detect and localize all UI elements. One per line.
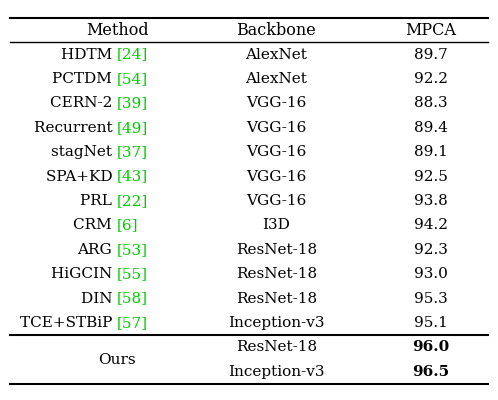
Text: [57]: [57] (117, 316, 148, 330)
Text: 93.8: 93.8 (414, 194, 448, 208)
Text: VGG-16: VGG-16 (246, 145, 307, 159)
Text: stagNet: stagNet (51, 145, 117, 159)
Text: I3D: I3D (262, 218, 290, 232)
Text: VGG-16: VGG-16 (246, 194, 307, 208)
Text: 89.1: 89.1 (414, 145, 448, 159)
Text: [22]: [22] (117, 194, 148, 208)
Text: 96.5: 96.5 (412, 365, 449, 379)
Text: PRL: PRL (80, 194, 117, 208)
Text: ResNet-18: ResNet-18 (236, 243, 317, 257)
Text: [49]: [49] (117, 121, 148, 135)
Text: [58]: [58] (117, 292, 148, 306)
Text: Inception-v3: Inception-v3 (228, 316, 325, 330)
Text: AlexNet: AlexNet (246, 48, 307, 62)
Text: 89.7: 89.7 (414, 48, 448, 62)
Text: AlexNet: AlexNet (246, 72, 307, 86)
Text: PCTDM: PCTDM (52, 72, 117, 86)
Text: [37]: [37] (117, 145, 148, 159)
Text: [6]: [6] (117, 218, 138, 232)
Text: 92.3: 92.3 (414, 243, 448, 257)
Text: HDTM: HDTM (61, 48, 117, 62)
Text: [54]: [54] (117, 72, 148, 86)
Text: 92.2: 92.2 (414, 72, 448, 86)
Text: 92.5: 92.5 (414, 170, 448, 184)
Text: [39]: [39] (117, 96, 148, 110)
Text: 93.0: 93.0 (414, 267, 448, 281)
Text: [53]: [53] (117, 243, 148, 257)
Text: [24]: [24] (117, 48, 148, 62)
Text: ARG: ARG (77, 243, 117, 257)
Text: HiGCIN: HiGCIN (51, 267, 117, 281)
Text: DIN: DIN (81, 292, 117, 306)
Text: [55]: [55] (117, 267, 148, 281)
Text: MPCA: MPCA (405, 22, 456, 39)
Text: ResNet-18: ResNet-18 (236, 340, 317, 354)
Text: 88.3: 88.3 (414, 96, 448, 110)
Text: ResNet-18: ResNet-18 (236, 267, 317, 281)
Text: CRM: CRM (73, 218, 117, 232)
Text: 95.3: 95.3 (414, 292, 448, 306)
Text: Recurrent: Recurrent (33, 121, 117, 135)
Text: 89.4: 89.4 (414, 121, 448, 135)
Text: Method: Method (86, 22, 148, 39)
Text: Ours: Ours (98, 353, 136, 366)
Text: VGG-16: VGG-16 (246, 121, 307, 135)
Text: ResNet-18: ResNet-18 (236, 292, 317, 306)
Text: Backbone: Backbone (237, 22, 316, 39)
Text: VGG-16: VGG-16 (246, 96, 307, 110)
Text: 96.0: 96.0 (412, 340, 449, 354)
Text: 94.2: 94.2 (414, 218, 448, 232)
Text: [43]: [43] (117, 170, 148, 184)
Text: 95.1: 95.1 (414, 316, 448, 330)
Text: CERN-2: CERN-2 (50, 96, 117, 110)
Text: Inception-v3: Inception-v3 (228, 365, 325, 379)
Text: SPA+KD: SPA+KD (45, 170, 117, 184)
Text: VGG-16: VGG-16 (246, 170, 307, 184)
Text: TCE+STBiP: TCE+STBiP (20, 316, 117, 330)
